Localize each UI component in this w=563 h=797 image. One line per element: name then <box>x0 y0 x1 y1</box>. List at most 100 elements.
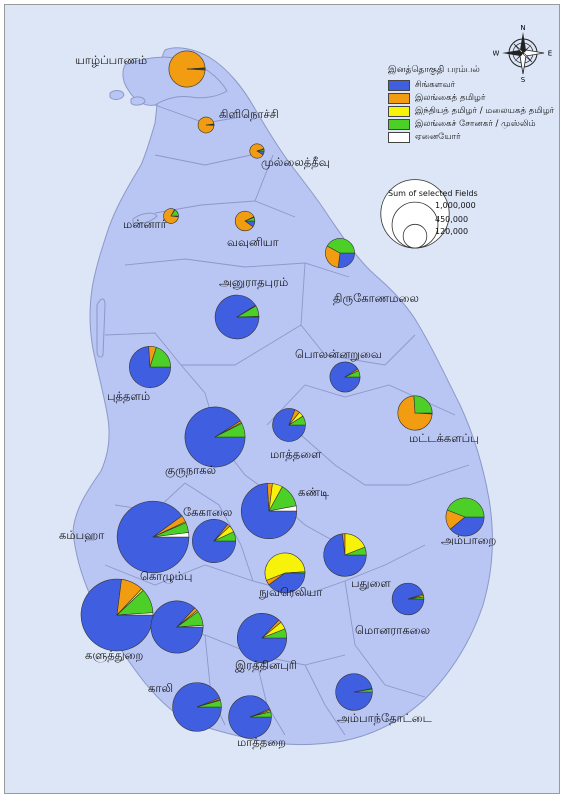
legend-item-moor: இலங்கைச் சோனகர் / முஸ்லிம் <box>388 118 559 131</box>
pie-2 <box>197 116 215 134</box>
pie-slice-sl-tamil <box>397 395 433 431</box>
pie-slice-moor <box>344 546 367 556</box>
district-label: யாழ்ப்பாணம் <box>75 53 148 67</box>
compass-e: E <box>548 50 552 58</box>
pie-12 <box>272 408 306 442</box>
district-boundary-line <box>181 324 302 366</box>
pie-slice-moor <box>244 216 256 222</box>
district-label: நுவரெலியா <box>259 585 323 599</box>
district-boundary-line <box>344 580 426 698</box>
pie-slice-sl-tamil <box>249 143 265 159</box>
legend-label-other: ஏனையோர் <box>415 132 461 142</box>
pie-14 <box>445 497 485 537</box>
district-label: கண்டி <box>298 485 330 499</box>
district-boundary-line <box>266 384 456 426</box>
pie-10 <box>397 395 433 431</box>
district-label: வவுனியா <box>227 235 279 249</box>
pie-16 <box>116 500 190 574</box>
compass-w: W <box>493 50 500 58</box>
district-label: மொனராகலை <box>355 623 431 637</box>
pie-slice-sinhala <box>449 516 485 537</box>
pie-slice-indian-tamil <box>264 552 306 581</box>
district-label: புத்தளம் <box>107 389 151 403</box>
pie-slice-sl-tamil <box>234 210 255 232</box>
district-label: பொலன்னறுவை <box>295 347 382 361</box>
pie-25 <box>228 695 272 739</box>
pie-slice-moor <box>284 571 306 574</box>
district-boundary-line <box>104 332 206 394</box>
size-legend-label-medium: 450,000 <box>435 215 469 224</box>
district-boundary-line <box>304 664 346 736</box>
district-boundary-line <box>300 262 416 366</box>
pie-slice-sinhala <box>268 572 306 594</box>
pie-slice-sinhala <box>80 578 154 652</box>
pie-slice-other <box>116 612 154 616</box>
pie-22 <box>236 613 288 663</box>
district-label: கம்பஹா <box>59 528 105 542</box>
pie-slice-sl-tamil <box>197 116 215 134</box>
mannar-island <box>132 212 158 225</box>
legend-swatch-other <box>388 132 410 143</box>
legend-label-sl-tamil: இலங்கைத் தமிழர் <box>415 93 486 103</box>
district-label: முல்லைத்தீவு <box>261 155 330 169</box>
map-frame: யாழ்ப்பாணம் கிளிநொச்சி முல்லைத்தீவு மன்னார்… <box>4 4 560 794</box>
pie-slice-other <box>186 68 206 70</box>
district-label: பதுளை <box>351 576 391 590</box>
pie-slice-moor <box>249 711 272 718</box>
pie-slice-moor <box>256 148 265 152</box>
pie-23 <box>335 673 373 711</box>
district-label: மன்னார் <box>123 217 167 231</box>
legend-swatch-sinhala <box>388 80 410 91</box>
district-boundary-line <box>154 154 252 166</box>
pie-11 <box>184 406 246 468</box>
pie-slice-moor <box>214 422 246 438</box>
legend-item-indian-tamil: இந்தியத் தமிழர் / மலையகத் தமிழர் <box>388 105 559 118</box>
district-label: திருகோணமலை <box>333 291 419 305</box>
district-label: மட்டக்களப்பு <box>409 431 479 445</box>
district-label: கேகாலை <box>183 505 233 519</box>
pie-slice-moor <box>287 415 306 426</box>
compass-n: N <box>520 24 525 32</box>
pie-17 <box>264 552 306 594</box>
legend-swatch-moor <box>388 119 410 130</box>
pie-slice-moor <box>149 346 171 368</box>
legend-item-sl-tamil: இலங்கைத் தமிழர் <box>388 92 559 105</box>
pie-6 <box>325 238 355 268</box>
legend-label-indian-tamil: இந்தியத் தமிழர் / மலையகத் தமிழர் <box>415 106 555 116</box>
district-label: கொழும்பு <box>140 569 193 583</box>
legend-swatch-indian-tamil <box>388 106 410 117</box>
district-boundary-line <box>124 258 350 278</box>
pie-slice-other <box>176 625 204 628</box>
district-label: அனுராதபுரம் <box>219 275 289 289</box>
legend-item-other: ஏனையோர் <box>388 131 559 144</box>
district-boundary-line <box>254 154 274 202</box>
pie-slice-moor <box>213 531 236 542</box>
pie-19 <box>80 578 154 652</box>
pie-8 <box>329 361 361 393</box>
pie-15 <box>192 519 236 563</box>
district-boundary-line <box>104 564 254 586</box>
sri-lanka-island <box>72 47 493 746</box>
pie-slice-sl-tamil <box>168 50 206 88</box>
pie-slice-other <box>268 505 298 512</box>
district-label: மாத்தளை <box>270 447 322 461</box>
pie-slice-moor <box>326 238 355 254</box>
compass-rose-icon: N S E W <box>493 24 552 83</box>
district-label: காலி <box>148 681 174 695</box>
pie-slice-other <box>236 316 260 318</box>
district-boundary-line <box>154 200 296 218</box>
pie-4 <box>163 208 179 224</box>
size-legend-circle <box>402 223 428 249</box>
district-label: அம்பாறை <box>441 533 497 547</box>
pie-slice-sl-tamil <box>325 245 341 268</box>
legend-label-moor: இலங்கைச் சோனகர் / முஸ்லிம் <box>415 119 536 129</box>
district-boundary-line <box>184 482 254 582</box>
pie-24 <box>172 682 222 732</box>
pie-13 <box>241 482 298 540</box>
map-canvas <box>72 47 493 746</box>
pie-slice-other <box>152 532 190 538</box>
pie-slice-moor <box>407 596 425 600</box>
district-pie-charts <box>80 50 485 739</box>
legend-swatch-sl-tamil <box>388 93 410 104</box>
compass-s: S <box>521 76 526 83</box>
